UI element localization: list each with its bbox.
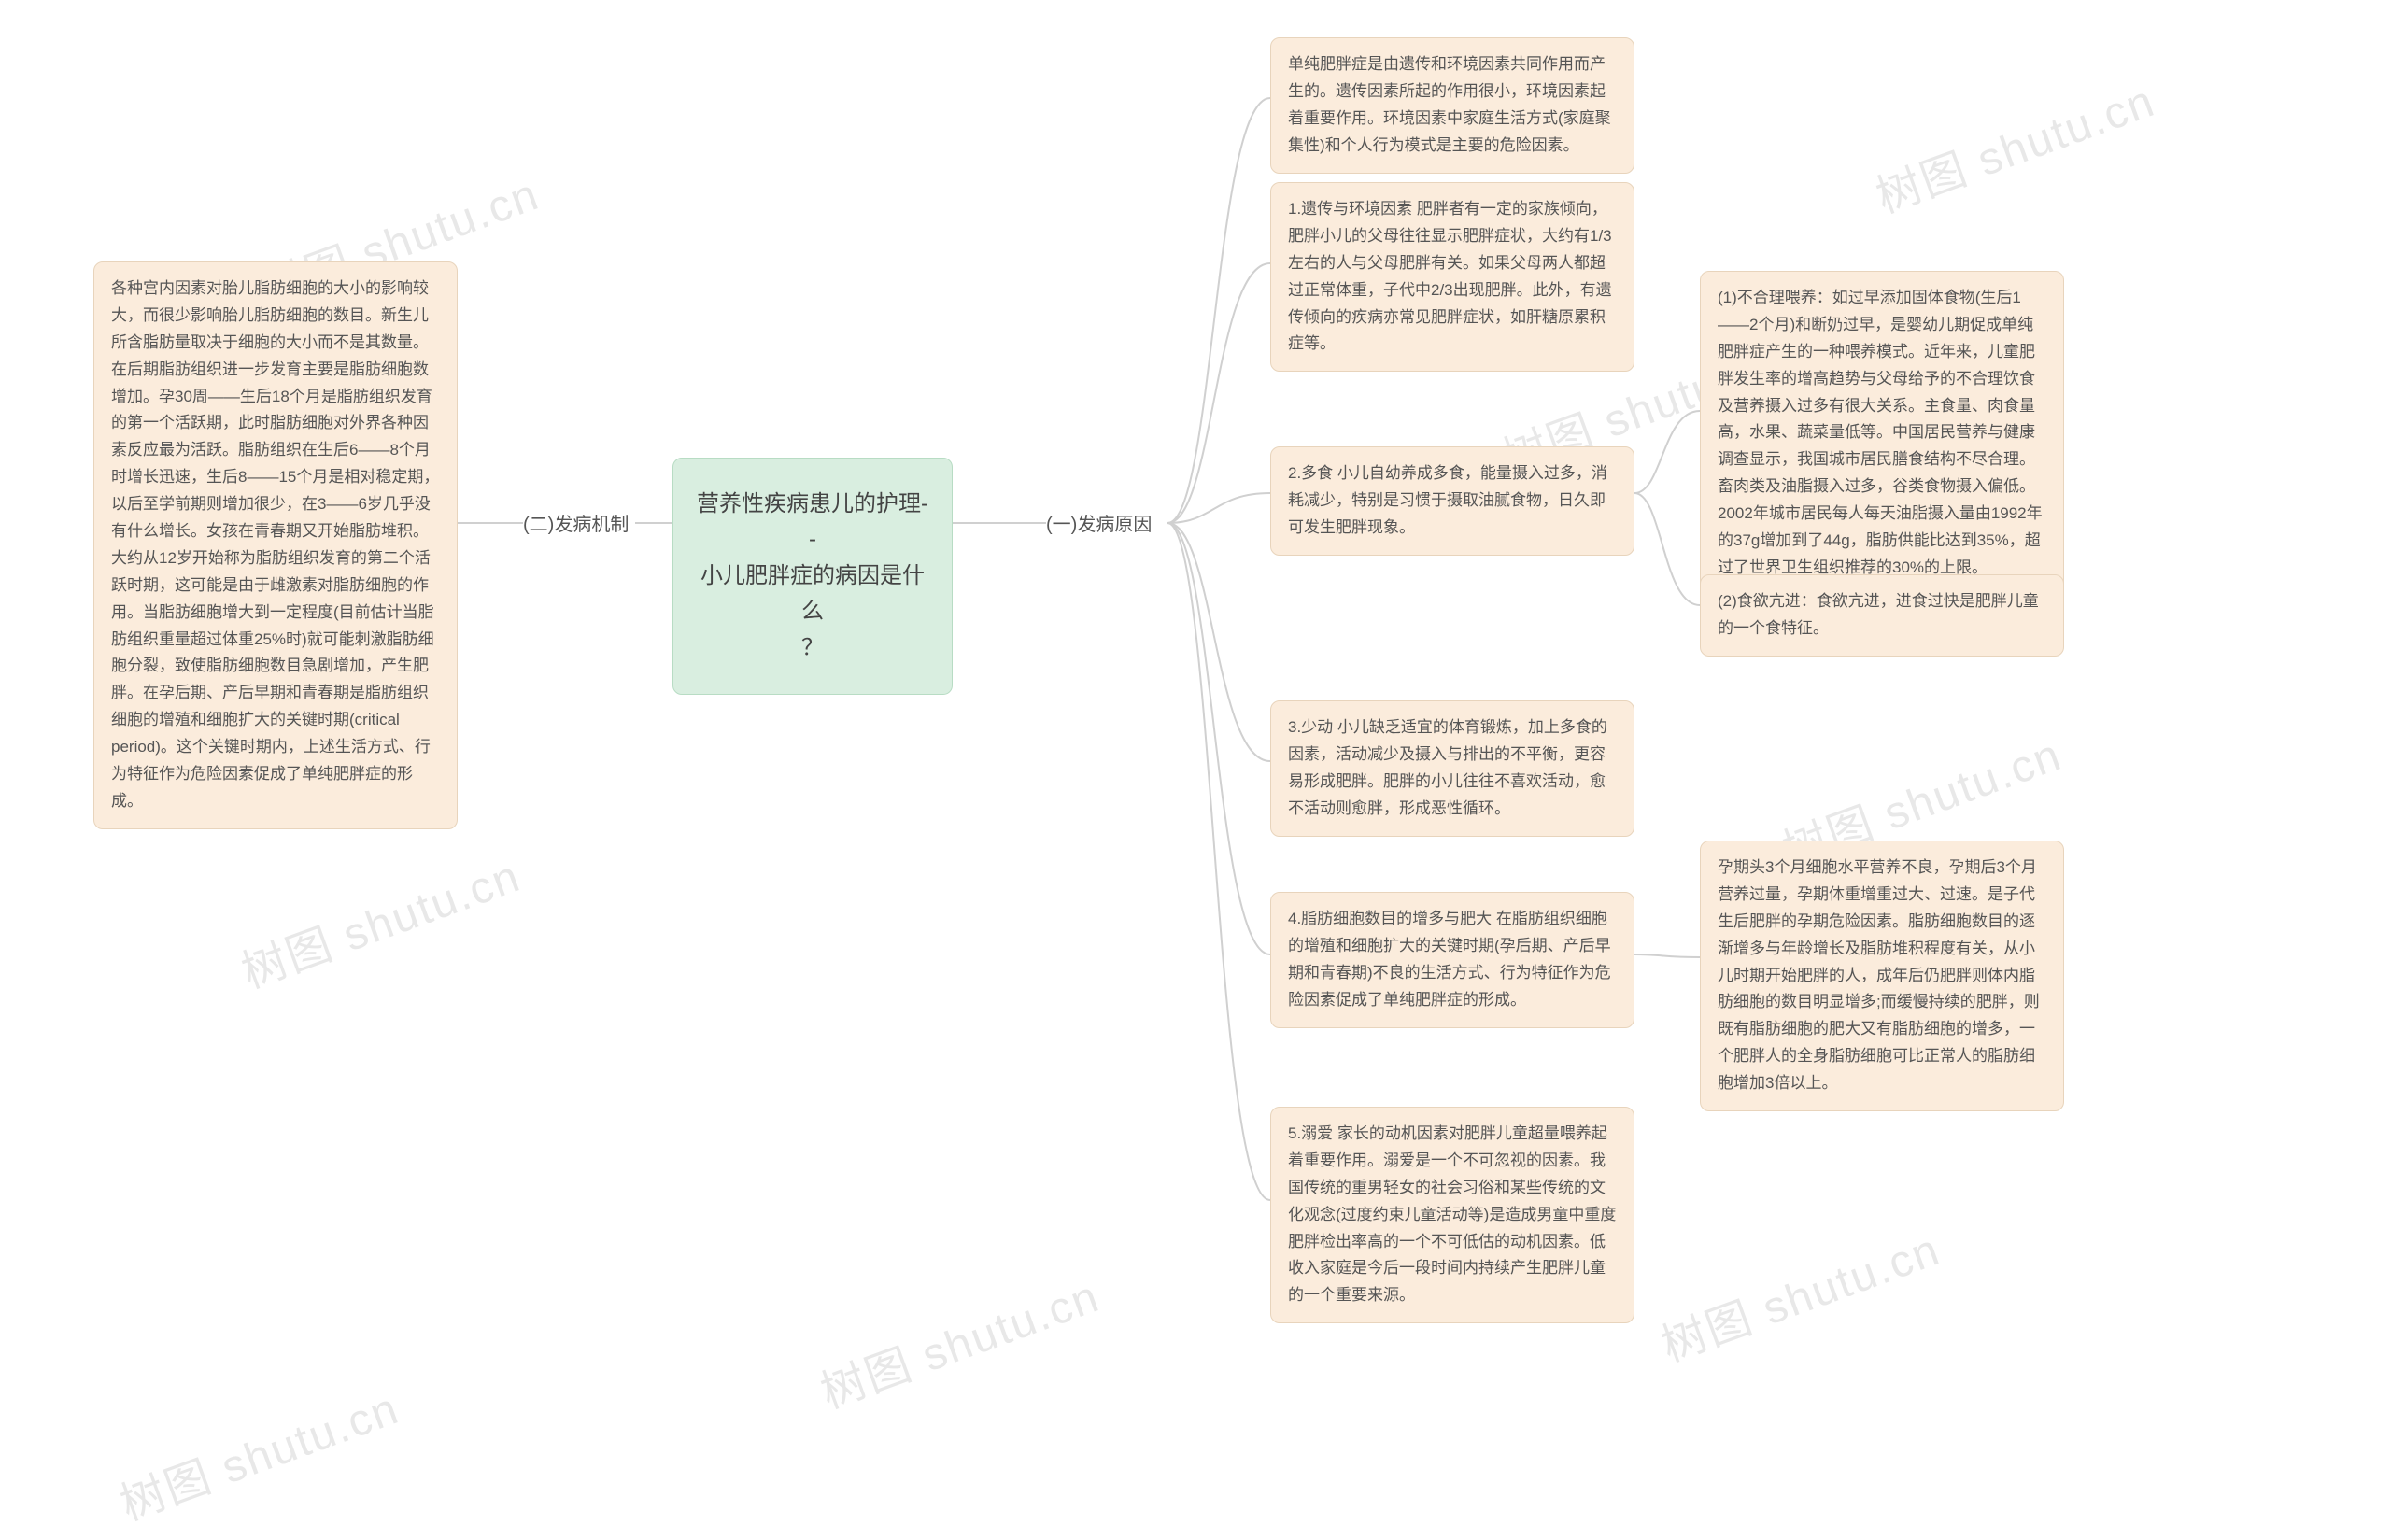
right-b1-box: 1.遗传与环境因素 肥胖者有一定的家族倾向，肥胖小儿的父母往往显示肥胖症状，大约… <box>1270 182 1634 372</box>
center-line3: ？ <box>801 635 824 660</box>
watermark: 树图 shutu.cn <box>109 1372 406 1533</box>
right-b4-box: 4.脂肪细胞数目的增多与肥大 在脂肪组织细胞的增殖和细胞扩大的关键时期(孕后期、… <box>1270 892 1634 1028</box>
right-b3-box: 3.少动 小儿缺乏适宜的体育锻炼，加上多食的因素，活动减少及摄入与排出的不平衡，… <box>1270 700 1634 837</box>
watermark: 树图 shutu.cn <box>1865 64 2162 226</box>
right-b5-box: 5.溺爱 家长的动机因素对肥胖儿童超量喂养起着重要作用。溺爱是一个不可忽视的因素… <box>1270 1107 1634 1323</box>
right-b4-1-box: 孕期头3个月细胞水平营养不良，孕期后3个月营养过量，孕期体重增重过大、过速。是子… <box>1700 841 2064 1111</box>
right-b2-2-box: (2)食欲亢进：食欲亢进，进食过快是肥胖儿童的一个食特征。 <box>1700 574 2064 657</box>
center-line1: 营养性疾病患儿的护理-- <box>697 491 928 552</box>
right-b2-box: 2.多食 小儿自幼养成多食，能量摄入过多，消耗减少，特别是习惯于摄取油腻食物，日… <box>1270 446 1634 556</box>
center-line2: 小儿肥胖症的病因是什么 <box>700 563 925 624</box>
watermark: 树图 shutu.cn <box>1650 1213 1947 1375</box>
section-left-label: (二)发病机制 <box>523 509 629 536</box>
left-mechanism-box: 各种宫内因素对胎儿脂肪细胞的大小的影响较大，而很少影响胎儿脂肪细胞的数目。新生儿… <box>93 261 458 829</box>
right-intro-box: 单纯肥胖症是由遗传和环境因素共同作用而产生的。遗传因素所起的作用很小，环境因素起… <box>1270 37 1634 174</box>
watermark: 树图 shutu.cn <box>810 1260 1107 1421</box>
section-right-label: (一)发病原因 <box>1046 509 1152 536</box>
center-node: 营养性疾病患儿的护理-- 小儿肥胖症的病因是什么 ？ <box>672 458 953 695</box>
right-b2-1-box: (1)不合理喂养：如过早添加固体食物(生后1——2个月)和断奶过早，是婴幼儿期促… <box>1700 271 2064 596</box>
watermark: 树图 shutu.cn <box>231 840 528 1001</box>
